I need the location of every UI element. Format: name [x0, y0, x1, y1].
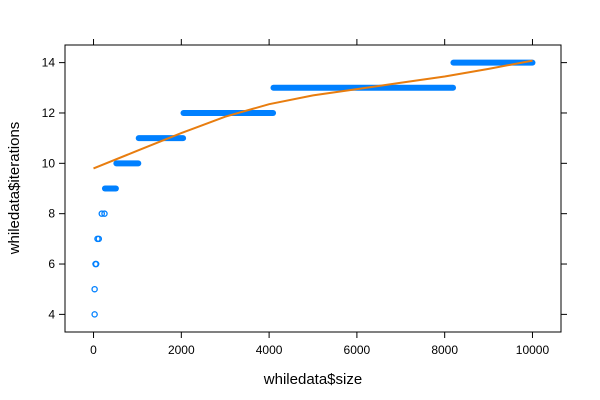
x-tick-label: 0: [90, 343, 97, 357]
y-tick-label: 8: [48, 207, 55, 221]
data-point: [92, 260, 100, 268]
x-tick-label: 10000: [516, 343, 550, 357]
y-tick-label: 6: [48, 257, 55, 271]
data-point: [101, 210, 108, 217]
x-axis-title: whiledata$size: [263, 371, 362, 388]
data-point: [91, 311, 98, 318]
y-tick-label: 12: [42, 106, 56, 120]
axis-ticks: [59, 39, 567, 338]
x-tick-label: 6000: [344, 343, 371, 357]
axis-tick-labels: 0 2000 4000 6000 8000 10000 4 6 8 10 12 14: [42, 56, 550, 357]
x-tick-label: 8000: [431, 343, 458, 357]
x-tick-label: 2000: [168, 343, 195, 357]
y-axis-title: whiledata$iterations: [6, 122, 23, 256]
smooth-trend-line: [93, 59, 533, 170]
plot-frame: [64, 44, 562, 333]
data-point: [91, 285, 98, 293]
y-tick-label: 10: [42, 156, 56, 170]
y-tick-label: 14: [42, 56, 56, 70]
data-point: [98, 210, 106, 217]
x-tick-label: 4000: [256, 343, 283, 357]
data-point: [95, 235, 103, 243]
y-tick-label: 4: [48, 307, 55, 321]
data-points: [91, 59, 536, 318]
